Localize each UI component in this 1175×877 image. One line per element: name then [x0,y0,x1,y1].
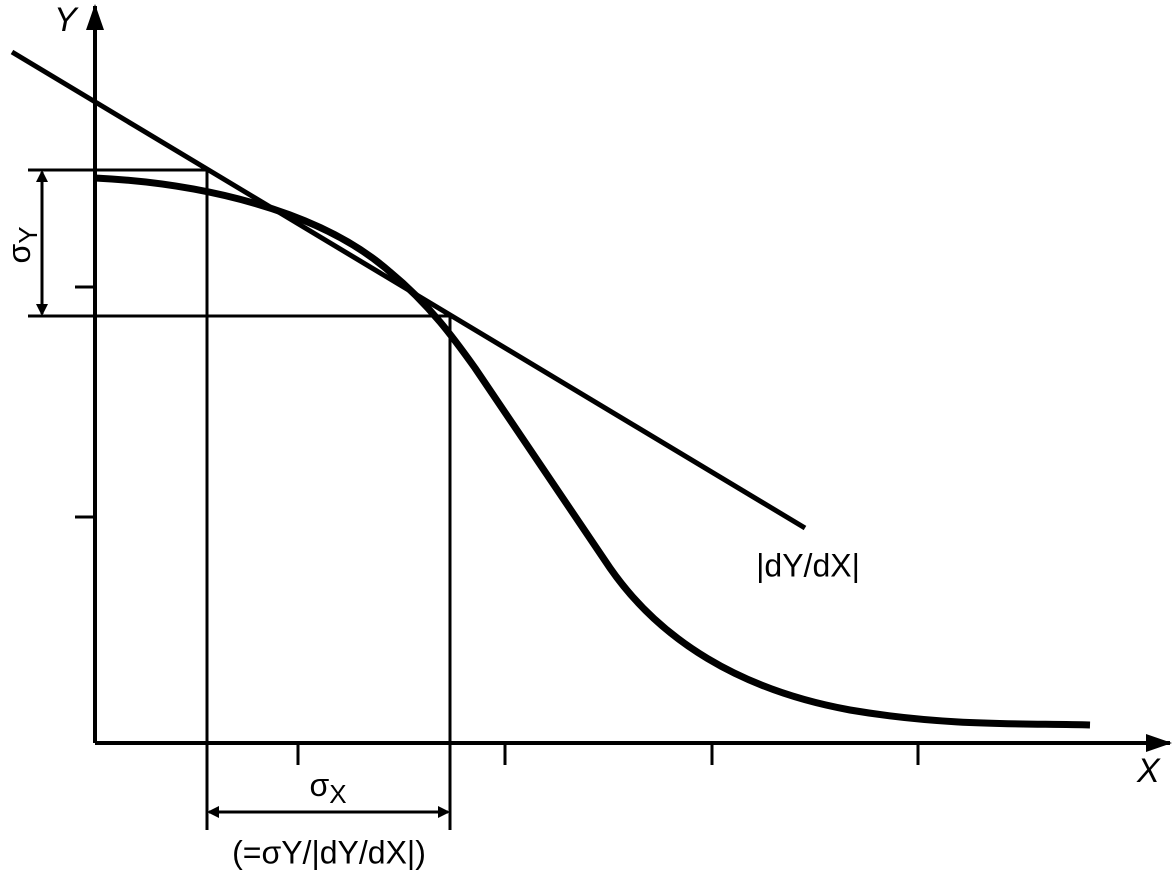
response-curve [94,174,1091,729]
sigma-symbol: σ [309,767,329,803]
x-axis-label: X [1136,752,1161,790]
sigma-subscript: Y [13,226,43,243]
sigma-x-label: σX [309,767,346,808]
guide-lines [28,168,452,830]
slope-label: |dY/dX| [756,547,860,583]
sigma-subscript: X [329,779,346,809]
sigma-y-label: σY [1,226,42,263]
y-axis-label: Y [54,1,79,39]
sigma-x-formula: (=σY/|dY/dX|) [232,834,426,870]
ticks [75,285,920,765]
sigma-symbol: σ [1,244,37,264]
